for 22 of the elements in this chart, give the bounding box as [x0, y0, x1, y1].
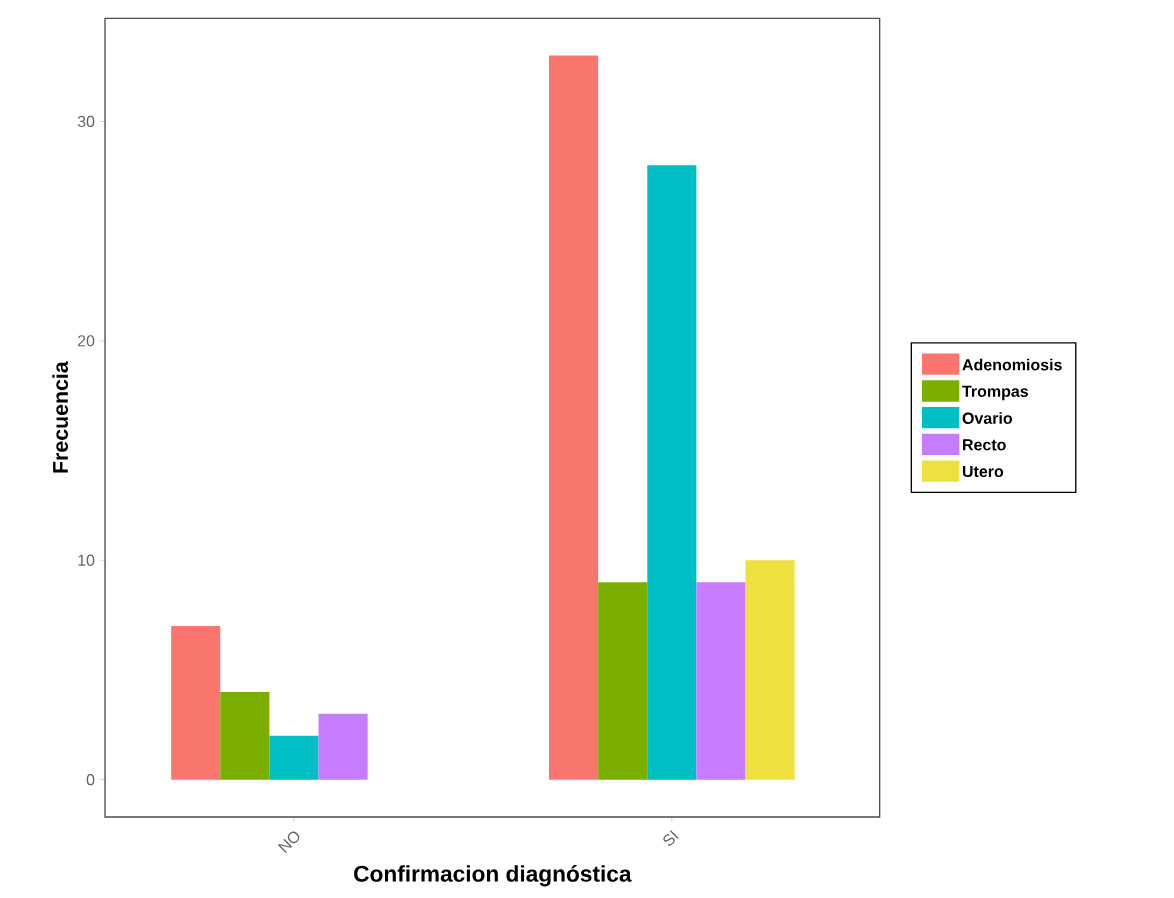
legend-label: Ovario — [962, 412, 1013, 424]
bar — [269, 735, 319, 780]
legend-label: Utero — [962, 465, 1004, 478]
legend-label: Trompas — [962, 385, 1029, 401]
x-axis-title: Confirmacion diagnóstica — [354, 864, 632, 887]
bar — [549, 55, 599, 780]
bar — [171, 626, 221, 780]
bar — [745, 560, 795, 780]
x-tick-label: NO — [278, 831, 300, 853]
bar — [696, 582, 746, 780]
bar — [318, 713, 368, 780]
x-tick-label: SI — [663, 830, 679, 846]
y-axis-title: Frecuencia — [52, 361, 69, 473]
y-tick-label: 30 — [77, 115, 95, 128]
bar — [598, 582, 648, 780]
y-tick-label: 20 — [77, 335, 95, 347]
bar — [220, 691, 270, 780]
legend-label: Adenomiosis — [962, 358, 1062, 371]
bar — [647, 165, 697, 780]
y-tick-label: 10 — [78, 554, 95, 566]
y-tick-label: 0 — [86, 774, 95, 786]
legend-label: Recto — [963, 439, 1006, 451]
